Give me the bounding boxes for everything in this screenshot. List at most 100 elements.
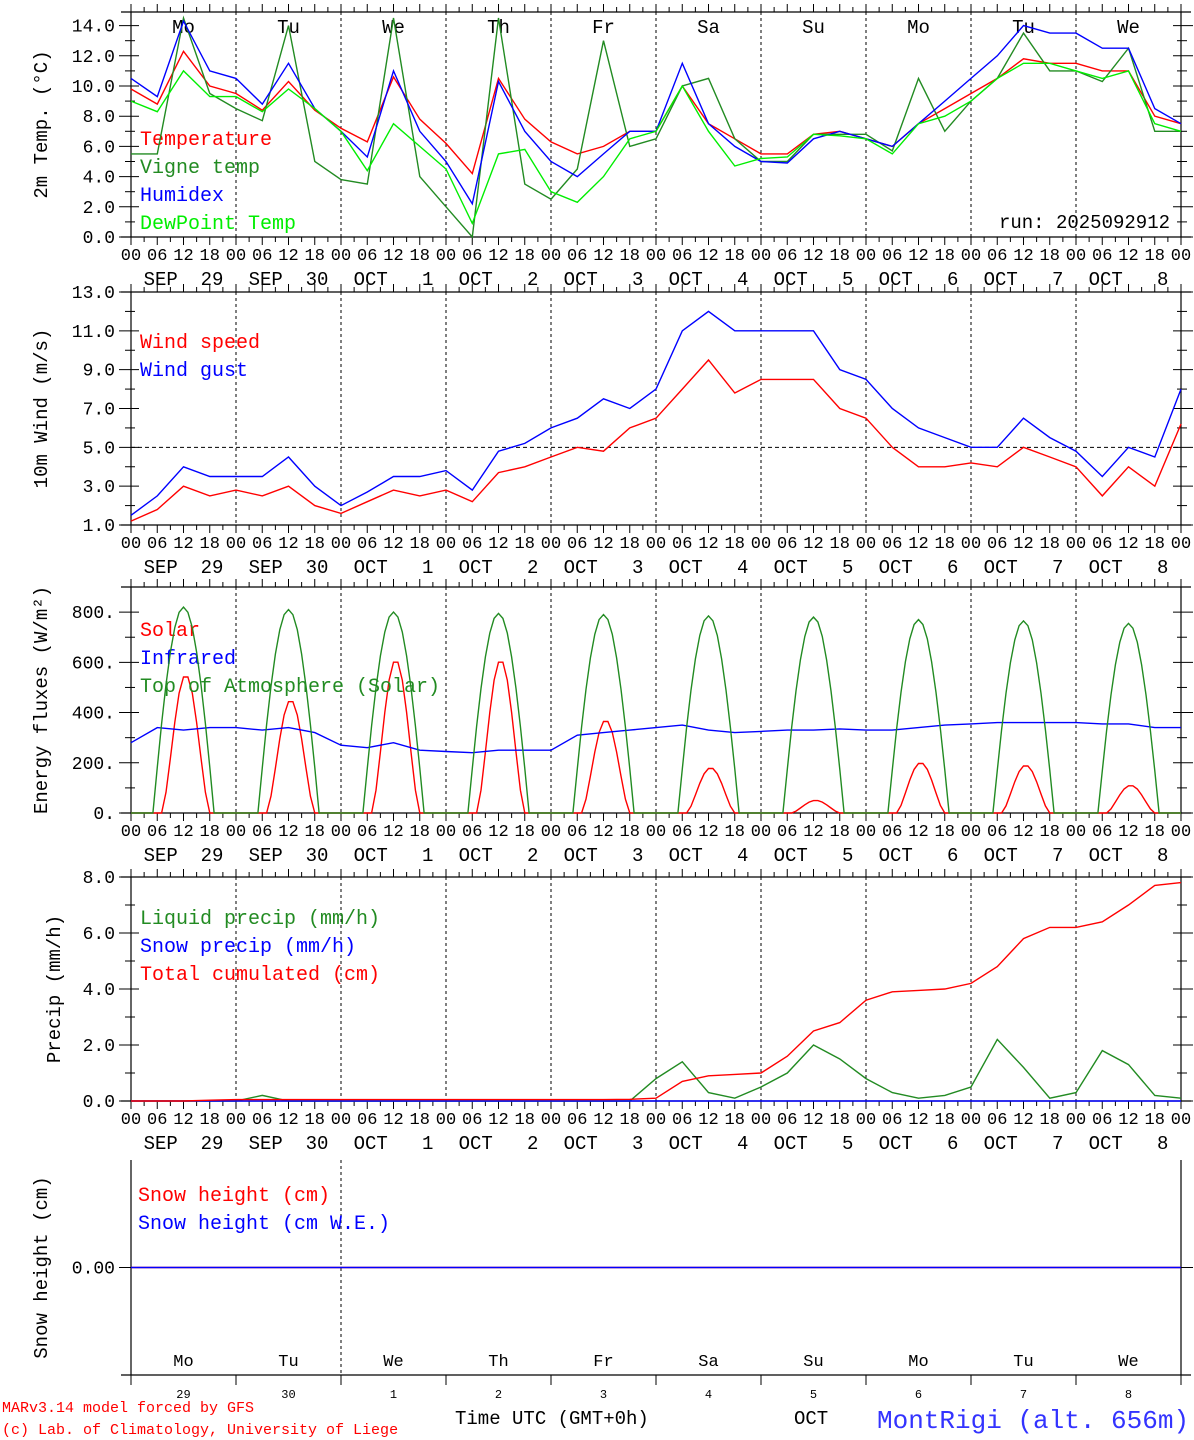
- hour-tick-label: 18: [620, 1111, 640, 1130]
- y-tick-label: 0.: [93, 805, 115, 825]
- day-number-label: 5: [810, 1388, 817, 1402]
- weekday-label: We: [382, 17, 405, 39]
- y-axis-title: 10m Wind (m/s): [31, 329, 53, 489]
- hour-tick-label: 06: [147, 1111, 167, 1130]
- hour-tick-label: 18: [515, 1111, 535, 1130]
- date-label: OCT 3: [564, 1133, 644, 1155]
- hour-tick-label: 06: [357, 247, 377, 266]
- month-label: OCT: [794, 1408, 828, 1430]
- hour-tick-label: 06: [462, 1111, 482, 1130]
- legend-entry: Snow precip (mm/h): [140, 936, 356, 959]
- hour-tick-label: 06: [252, 823, 272, 842]
- hour-tick-label: 18: [515, 535, 535, 554]
- legend-entry: Humidex: [140, 185, 224, 208]
- hour-tick-label: 12: [173, 535, 193, 554]
- legend-entry: Total cumulated (cm): [140, 964, 380, 987]
- hour-tick-label: 00: [541, 823, 561, 842]
- y-tick-label: 8.0: [83, 108, 115, 128]
- weekday-label: We: [383, 1353, 403, 1372]
- hour-tick-label: 06: [882, 247, 902, 266]
- hour-tick-label: 06: [462, 823, 482, 842]
- y-tick-label: 12.0: [72, 48, 115, 68]
- hour-tick-label: 18: [830, 823, 850, 842]
- hour-tick-label: 18: [1145, 823, 1165, 842]
- hour-tick-label: 06: [1092, 535, 1112, 554]
- date-label: OCT 7: [984, 845, 1064, 867]
- hour-tick-label: 12: [698, 823, 718, 842]
- hour-tick-label: 00: [856, 247, 876, 266]
- series-line-temperature: [130, 49, 1182, 176]
- legend-entry: Temperature: [140, 129, 272, 152]
- hour-tick-label: 00: [541, 1111, 561, 1130]
- date-label: SEP 30: [249, 557, 329, 579]
- hour-tick-label: 06: [462, 247, 482, 266]
- station-title: MontRigi (alt. 656m): [877, 1406, 1189, 1436]
- y-tick-label: 6.0: [83, 925, 115, 945]
- hour-tick-label: 12: [1013, 247, 1033, 266]
- hour-tick-label: 12: [488, 823, 508, 842]
- hour-tick-label: 00: [1066, 247, 1086, 266]
- weekday-label: Th: [488, 1353, 508, 1372]
- run-label: run: 2025092912: [999, 212, 1170, 234]
- date-label: OCT 1: [354, 269, 434, 291]
- y-tick-label: 600.: [72, 654, 115, 674]
- hour-tick-label: 18: [620, 823, 640, 842]
- hour-tick-label: 06: [567, 1111, 587, 1130]
- day-number-label: 3: [600, 1388, 607, 1402]
- hour-tick-label: 12: [278, 247, 298, 266]
- series-line-wind-speed: [130, 358, 1182, 522]
- y-tick-label: 9.0: [83, 362, 115, 382]
- hour-tick-label: 00: [226, 535, 246, 554]
- hour-tick-label: 06: [672, 535, 692, 554]
- hour-tick-label: 06: [777, 247, 797, 266]
- date-label: OCT 6: [879, 845, 959, 867]
- hour-tick-label: 06: [567, 535, 587, 554]
- hour-tick-label: 12: [593, 247, 613, 266]
- y-tick-label: 14.0: [72, 18, 115, 38]
- hour-tick-label: 00: [961, 823, 981, 842]
- weekday-label: Sa: [697, 17, 720, 39]
- hour-tick-label: 18: [305, 1111, 325, 1130]
- hour-tick-label: 12: [908, 1111, 928, 1130]
- hour-tick-label: 12: [383, 1111, 403, 1130]
- hour-tick-label: 12: [383, 247, 403, 266]
- y-tick-label: 6.0: [83, 138, 115, 158]
- hour-tick-label: 18: [1145, 1111, 1165, 1130]
- y-tick-label: 4.0: [83, 169, 115, 189]
- date-label: SEP 29: [144, 845, 224, 867]
- y-tick-label: 4.0: [83, 981, 115, 1001]
- weekday-label: Tu: [1013, 1353, 1033, 1372]
- date-label: OCT 4: [669, 269, 749, 291]
- hour-tick-label: 00: [1171, 1111, 1191, 1130]
- y-axis-title: Precip (mm/h): [44, 915, 66, 1063]
- hour-tick-label: 12: [1118, 535, 1138, 554]
- hour-tick-label: 18: [1040, 247, 1060, 266]
- date-label: OCT 7: [984, 269, 1064, 291]
- hour-tick-label: 12: [593, 535, 613, 554]
- y-tick-label: 8.0: [83, 869, 115, 889]
- hour-tick-label: 06: [987, 535, 1007, 554]
- y-tick-label: 0.00: [72, 1260, 115, 1280]
- hour-tick-label: 06: [777, 1111, 797, 1130]
- hour-tick-label: 18: [725, 247, 745, 266]
- hour-tick-label: 00: [226, 1111, 246, 1130]
- weekday-label: We: [1118, 1353, 1138, 1372]
- hour-tick-label: 12: [278, 1111, 298, 1130]
- series-line-infrared: [130, 721, 1181, 754]
- weekday-label: Su: [802, 17, 825, 39]
- date-label: OCT 5: [774, 1133, 854, 1155]
- series-line-top-of-atmosphere-solar-: [131, 606, 1181, 814]
- weekday-label: Mo: [908, 1353, 928, 1372]
- y-tick-label: 5.0: [83, 439, 115, 459]
- legend-entry: Wind speed: [140, 332, 260, 355]
- hour-tick-label: 06: [672, 247, 692, 266]
- hour-tick-label: 12: [383, 535, 403, 554]
- panel-2: 00 06 12 18 00 06 12 18 00 06 12 18 00 06 12 18 00 06 12 18…: [31, 579, 1193, 867]
- hour-tick-label: 00: [961, 535, 981, 554]
- weekday-label: We: [1117, 17, 1140, 39]
- hour-tick-label: 12: [488, 1111, 508, 1130]
- date-label: SEP 29: [144, 557, 224, 579]
- series-line-dewpoint-temp: [130, 62, 1182, 226]
- date-label: OCT 6: [879, 557, 959, 579]
